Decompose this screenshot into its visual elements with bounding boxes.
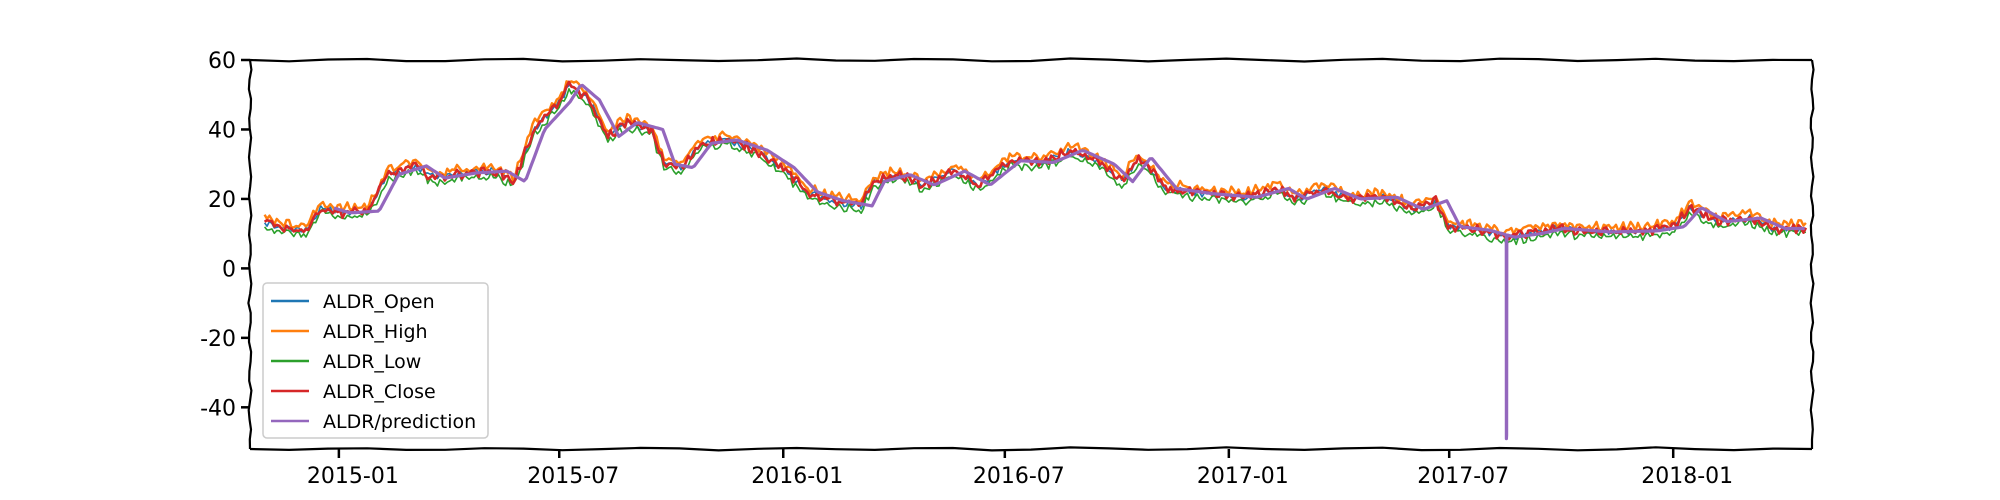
legend-label: ALDR_Low (323, 351, 421, 373)
series-line-aldr-low (263, 88, 1807, 246)
y-tick-label: 20 (208, 188, 236, 213)
x-tick-label: 2015-07 (527, 464, 619, 489)
y-tick-label: -20 (200, 327, 236, 352)
frame-bottom (249, 446, 1813, 452)
x-tick-label: 2017-01 (1197, 464, 1289, 489)
frame-left (247, 59, 253, 450)
legend-box (262, 282, 489, 439)
legend-label: ALDR_High (323, 321, 428, 343)
x-tick-label: 2016-01 (751, 464, 843, 489)
series-line-aldr-prediction (333, 83, 1805, 441)
x-tick-label: 2017-07 (1417, 464, 1509, 489)
legend-label: ALDR_Open (323, 291, 435, 313)
y-tick-label: 40 (208, 118, 236, 143)
y-tick-label: -40 (200, 396, 236, 421)
y-tick-label: 0 (222, 257, 236, 282)
y-tick-label: 60 (208, 49, 236, 74)
x-tick-label: 2015-01 (307, 464, 399, 489)
x-tick-label: 2016-07 (973, 464, 1065, 489)
legend-label: ALDR_Close (323, 381, 436, 403)
frame-top (249, 57, 1813, 63)
legend-label: ALDR/prediction (323, 411, 476, 433)
axes: 60 40 20 0 -20 -40 2015-01 2015-07 2016-01 2016-0… (200, 49, 1815, 489)
frame-right (1809, 59, 1815, 449)
x-tick-label: 2018-01 (1641, 464, 1733, 489)
legend: ALDR_Open ALDR_High ALDR_Low ALDR_Close ALDR… (262, 282, 489, 439)
plot-area (263, 80, 1808, 441)
